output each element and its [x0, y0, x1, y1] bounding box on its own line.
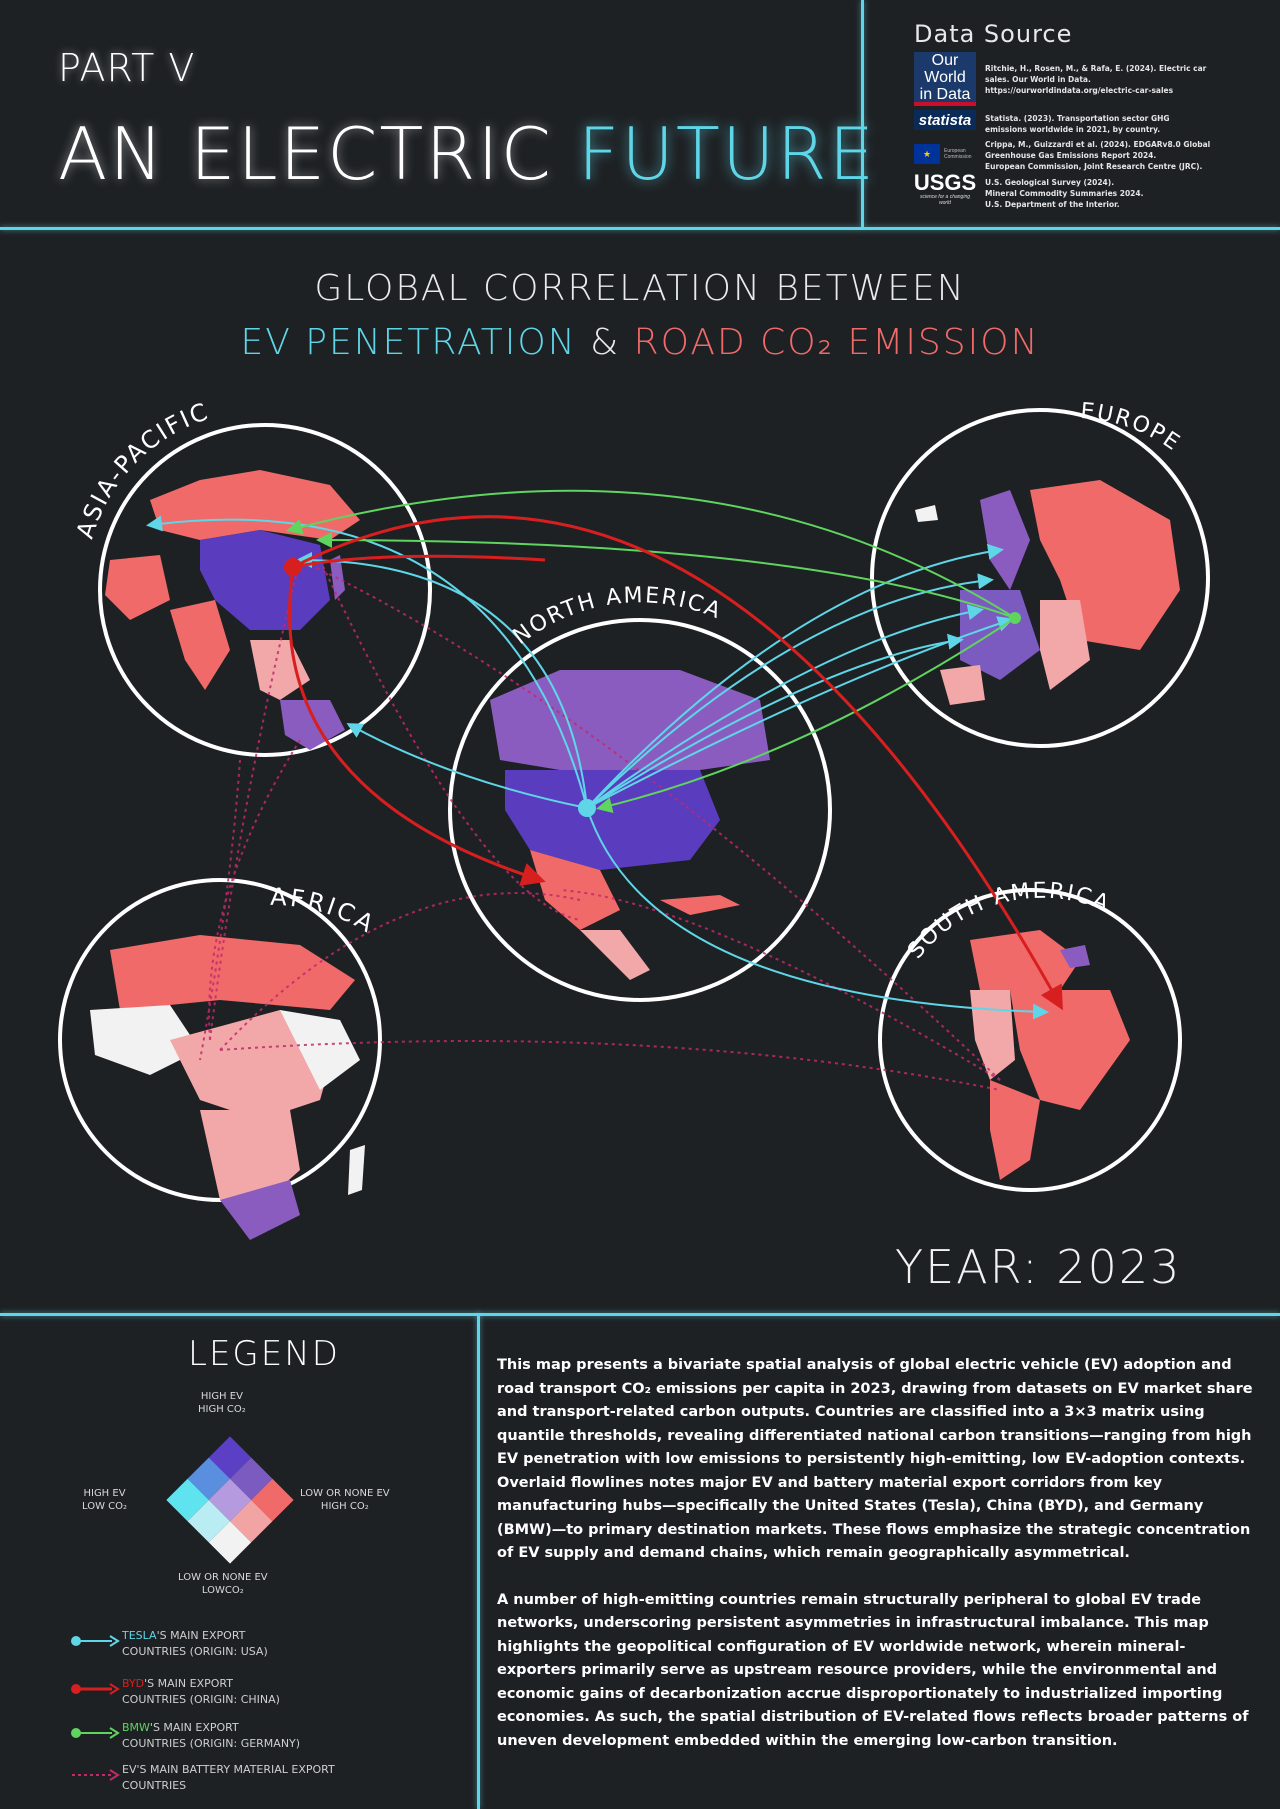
source-line: Statista. (2023). Transportation sector … [985, 114, 1170, 123]
southern-cone-shape [990, 1080, 1040, 1180]
source-line: emissions worldwide in 2021, by country. [985, 125, 1161, 134]
bivariate-legend-grid [166, 1436, 294, 1564]
european-commission-logo: ★ European Commission [914, 142, 976, 166]
bmw-flows [286, 489, 1016, 813]
china-origin-marker [284, 558, 302, 576]
source-line: European Commission, Joint Research Cent… [985, 162, 1203, 171]
byd-flows [288, 515, 1063, 1011]
east-africa-shape [280, 1010, 360, 1090]
description-paragraph-1: This map presents a bivariate spatial an… [497, 1357, 1253, 1561]
legend-right-label: LOW OR NONE EV HIGH CO₂ [300, 1488, 390, 1512]
andes-shape [970, 990, 1015, 1080]
legend-cell [208, 1436, 252, 1479]
russia-shape [150, 470, 360, 540]
source-line: Mineral Commodity Summaries 2024. [985, 189, 1144, 198]
eu-flag-icon: ★ [914, 144, 940, 164]
title-main: AN ELECTRIC [58, 112, 553, 196]
source-line: Crippa, M., Guizzardi et al. (2024). EDG… [985, 140, 1211, 149]
battery-dotted-arrow-icon [72, 1769, 120, 1781]
legend-battery-flow: EV'S MAIN BATTERY MATERIAL EXPORT COUNTRI… [70, 1762, 400, 1806]
source-line: Greenhouse Gas Emissions Report 2024. [985, 151, 1157, 160]
header-divider [0, 227, 1280, 230]
south-america-region [878, 888, 1182, 1192]
owid-logo: Our World in Data [914, 52, 976, 106]
header-vertical-divider [861, 0, 864, 227]
caribbean-shape [660, 895, 740, 915]
tesla-arrow-icon [71, 1635, 120, 1647]
brazil-shape [1010, 990, 1130, 1110]
legend-cell [251, 1478, 294, 1522]
heading-ev: EV PENETRATION [240, 322, 577, 363]
heading-co2: ROAD CO₂ EMISSION [633, 322, 1040, 363]
legend-vertical-divider [477, 1313, 480, 1809]
page-title: AN ELECTRIC FUTURE [58, 112, 876, 196]
eastern-europe-shape [1040, 600, 1090, 690]
scandinavia-shape [980, 490, 1030, 590]
legend-byd-flow: BYD'S MAIN EXPORT COUNTRIES (ORIGIN: CHIN… [70, 1676, 400, 1720]
title-accent: FUTURE [577, 112, 877, 196]
north-africa-shape [110, 935, 355, 1010]
legend-cell [166, 1478, 209, 1522]
iberia-shape [940, 665, 985, 705]
guianas-shape [1060, 945, 1090, 968]
mexico-shape [530, 850, 620, 930]
description-paragraph-2: A number of high-emitting countries rema… [497, 1591, 1249, 1749]
data-source-title: Data Source [914, 20, 1073, 48]
year-label: YEAR: 2023 [895, 1240, 1182, 1294]
map-description: This map presents a bivariate spatial an… [497, 1354, 1257, 1776]
heading-amp: & [590, 322, 621, 363]
source-line: sales. Our World in Data. [985, 75, 1091, 84]
india-shape [170, 600, 230, 690]
madagascar-shape [348, 1145, 365, 1195]
middle-east-shape [105, 555, 170, 620]
legend-cell [208, 1521, 252, 1564]
map-heading-line1: GLOBAL CORRELATION BETWEEN [314, 268, 966, 309]
legend-divider [0, 1313, 1280, 1316]
legend-top-label: HIGH EV HIGH CO₂ [198, 1391, 246, 1415]
southeast-asia-shape [250, 640, 310, 700]
russia-europe-shape [1030, 480, 1180, 650]
asia-pacific-region [98, 423, 432, 757]
south-africa-shape [220, 1180, 300, 1240]
europe-region [870, 408, 1210, 748]
tesla-flows [146, 515, 1049, 1020]
battery-material-flows [199, 559, 1001, 1091]
legend-title: LEGEND [188, 1334, 340, 1374]
bmw-arrow-icon [71, 1727, 120, 1739]
legend-bmw-flow: BMW'S MAIN EXPORT COUNTRIES (ORIGIN: GERM… [70, 1720, 400, 1764]
map-heading-line2: EV PENETRATION & ROAD CO₂ EMISSION [0, 322, 1280, 363]
west-africa-shape [90, 1005, 200, 1075]
usgs-logo: USGS science for a changing world [913, 170, 977, 207]
byd-arrow-icon [71, 1683, 120, 1695]
central-america-shape [580, 930, 650, 980]
australia-shape [280, 700, 345, 750]
source-line: U.S. Geological Survey (2024). [985, 178, 1115, 187]
legend-cell [208, 1478, 252, 1522]
legend-left-label: HIGH EV LOW CO₂ [82, 1488, 128, 1512]
usa-shape [505, 770, 720, 870]
statista-logo: statista [914, 110, 976, 130]
northern-south-america-shape [970, 930, 1080, 990]
germany-origin-marker [1009, 612, 1021, 624]
source-line: https://ourworldindata.org/electric-car-… [985, 86, 1174, 95]
iceland-shape [915, 505, 938, 522]
africa-region [58, 878, 382, 1240]
source-line: U.S. Department of the Interior. [985, 200, 1120, 209]
usa-origin-marker [578, 799, 596, 817]
source-line: Ritchie, H., Rosen, M., & Rafa, E. (2024… [985, 64, 1207, 73]
legend-bottom-label: LOW OR NONE EV LOWCO₂ [178, 1572, 268, 1596]
legend-tesla-flow: TESLA'S MAIN EXPORT COUNTRIES (ORIGIN: US… [70, 1628, 400, 1672]
part-label: PART V [58, 46, 196, 90]
flow-map: ASIA-PACIFIC EUROPE NORTH AMERICA AFRICA… [58, 397, 1210, 1240]
canada-shape [490, 670, 770, 770]
